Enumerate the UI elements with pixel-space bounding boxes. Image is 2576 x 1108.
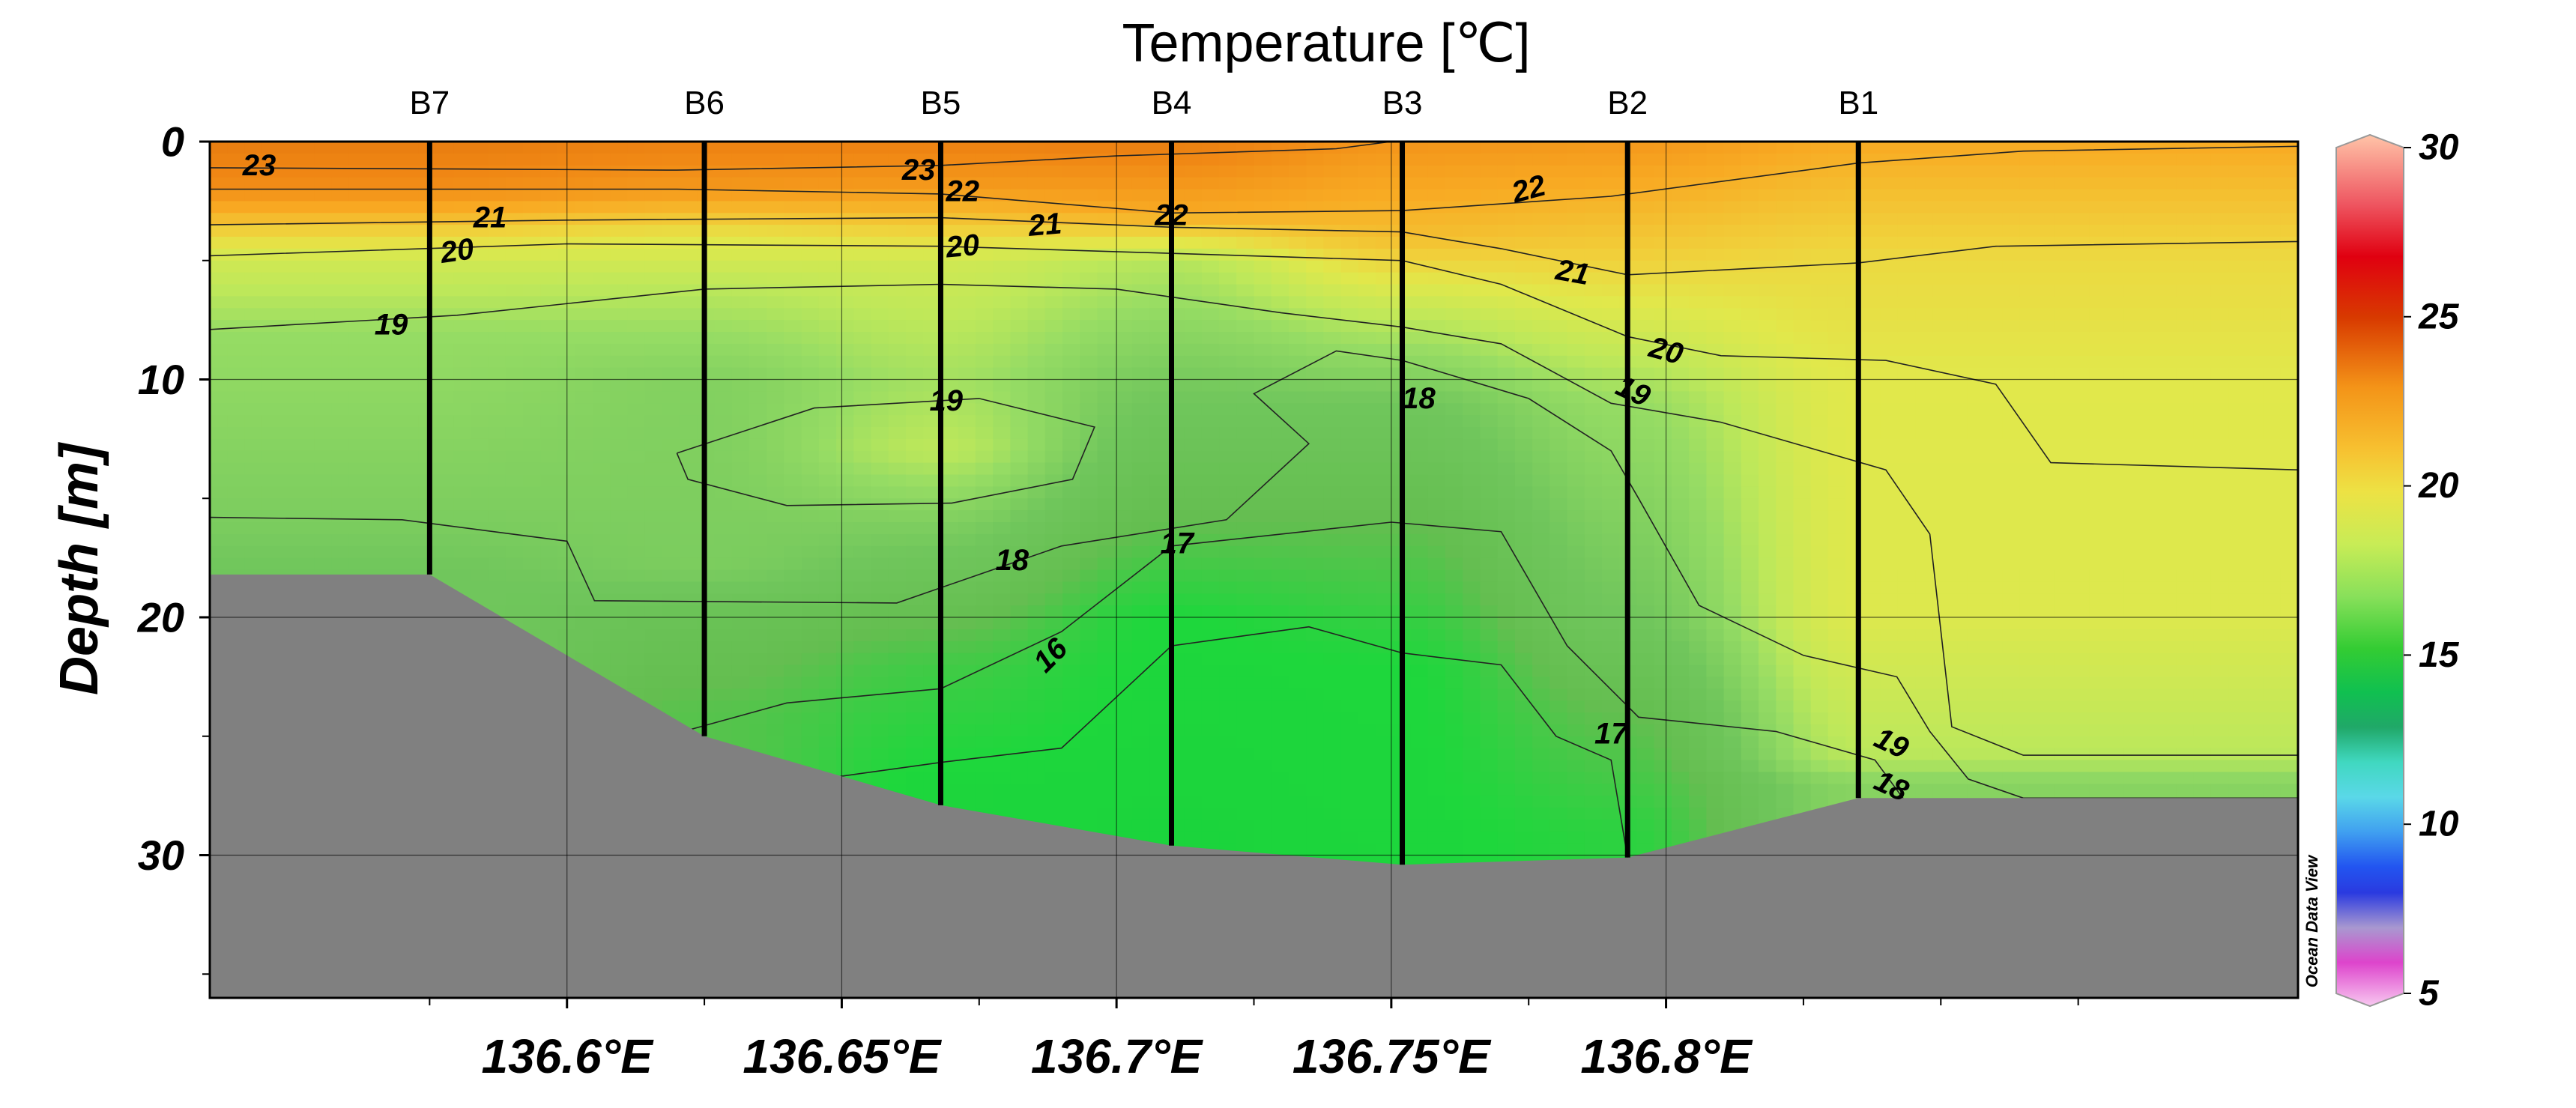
- station-label-B1: B1: [1838, 85, 1878, 121]
- isotherm-20: [210, 243, 2298, 470]
- isotherm-19: [210, 283, 2298, 756]
- colorbar-tick-label: 25: [2418, 297, 2460, 336]
- x-tick-label: 136.7°E: [1031, 1029, 1204, 1083]
- station-labels: B7 B6 B5 B4 B3 B2 B1: [409, 85, 1878, 121]
- isotherm-19: [676, 398, 1095, 506]
- seafloor-mask: [210, 574, 2298, 998]
- y-tick-label: 0: [161, 118, 184, 166]
- seafloor: [210, 574, 2298, 998]
- colorbar-tick-label: 30: [2419, 128, 2459, 168]
- contour-label-17: 17: [1594, 718, 1629, 751]
- station-casts: [426, 142, 1861, 865]
- y-axis-label: Depth [m]: [49, 442, 109, 695]
- y-tick-label: 30: [138, 832, 184, 879]
- contour-label-19: 19: [375, 308, 408, 341]
- contour-label-21: 21: [1552, 253, 1591, 291]
- contour-label-18: 18: [996, 544, 1030, 577]
- contour-label-21: 21: [1027, 207, 1063, 243]
- station-label-B3: B3: [1382, 85, 1423, 121]
- isotherm-23: [210, 142, 1392, 171]
- x-axis-ticks: 136.6°E 136.65°E 136.7°E 136.75°E 136.8°E: [429, 998, 2079, 1083]
- y-tick-label: 20: [137, 594, 184, 641]
- colorbar-tick-label: 10: [2419, 805, 2459, 844]
- isotherm-16: [786, 626, 1628, 858]
- colorbar-ticks: 30 25 20 15 10 5: [2404, 128, 2460, 1014]
- y-tick-label: 10: [138, 356, 184, 403]
- colorbar-tick-label: 15: [2419, 635, 2460, 675]
- gridlines: [210, 142, 2298, 998]
- isotherm-18: [210, 350, 2298, 799]
- contour-label-22: 22: [1154, 199, 1188, 231]
- y-axis-ticks: 0 10 20 30: [137, 118, 210, 975]
- contour-label-17: 17: [1161, 527, 1195, 560]
- contour-label-20: 20: [944, 228, 981, 264]
- station-label-B6: B6: [684, 85, 725, 121]
- colorbar-tick-label: 20: [2418, 466, 2459, 506]
- x-tick-label: 136.65°E: [743, 1029, 942, 1083]
- x-tick-label: 136.8°E: [1580, 1029, 1753, 1083]
- isotherm-21: [210, 217, 2298, 276]
- contour-label-20: 20: [438, 232, 476, 270]
- colorbar-bar: [2335, 133, 2404, 1008]
- station-label-B2: B2: [1607, 85, 1648, 121]
- station-label-B7: B7: [409, 85, 450, 121]
- colorbar: 30 25 20 15 10 5: [2335, 128, 2460, 1014]
- contour-label-19: 19: [930, 384, 964, 417]
- credit-label: Ocean Data View: [2303, 854, 2321, 987]
- station-label-B5: B5: [921, 85, 961, 121]
- chart-title: Temperature [℃]: [1122, 13, 1530, 73]
- contour-label-22: 22: [946, 175, 980, 208]
- x-tick-label: 136.75°E: [1292, 1029, 1492, 1083]
- contour-label-23: 23: [901, 154, 936, 187]
- contour-label-18: 18: [1402, 382, 1436, 415]
- contour-label-21: 21: [473, 202, 507, 234]
- contour-label-23: 23: [242, 149, 276, 182]
- x-tick-label: 136.6°E: [482, 1029, 655, 1083]
- station-label-B4: B4: [1152, 85, 1192, 121]
- colorbar-tick-label: 5: [2419, 974, 2440, 1014]
